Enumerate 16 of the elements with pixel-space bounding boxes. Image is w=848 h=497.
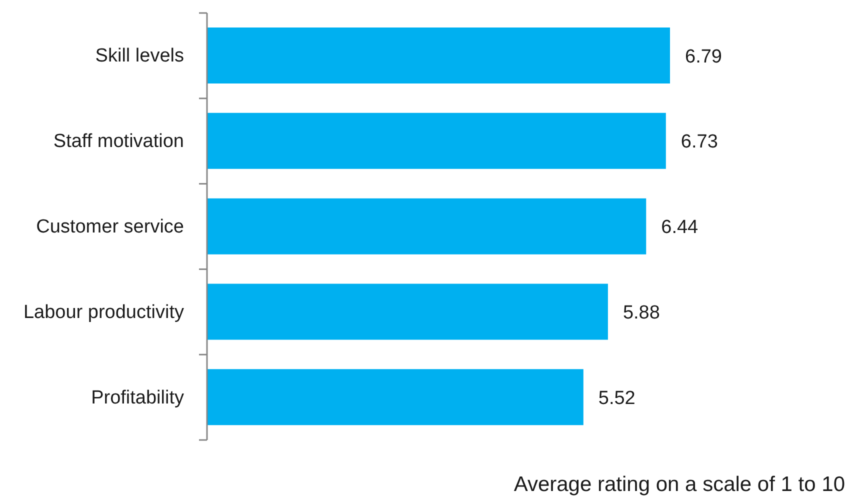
x-axis-title: Average rating on a scale of 1 to 10 (514, 472, 845, 497)
y-tick-label: Profitability (91, 386, 184, 408)
y-tick-label: Labour productivity (23, 301, 184, 322)
y-tick-label: Customer service (36, 216, 184, 237)
data-label: 6.73 (680, 132, 718, 153)
y-tick-label: Staff motivation (53, 130, 184, 152)
bar (207, 112, 666, 169)
bar (207, 284, 608, 340)
data-label: 5.88 (622, 302, 660, 324)
y-tick-label: Skill levels (95, 45, 184, 66)
data-label: 6.79 (685, 46, 722, 68)
data-label: 5.52 (598, 388, 636, 409)
bar (207, 28, 670, 84)
bar (207, 369, 584, 426)
data-label: 6.44 (661, 217, 699, 238)
bar (207, 198, 646, 254)
